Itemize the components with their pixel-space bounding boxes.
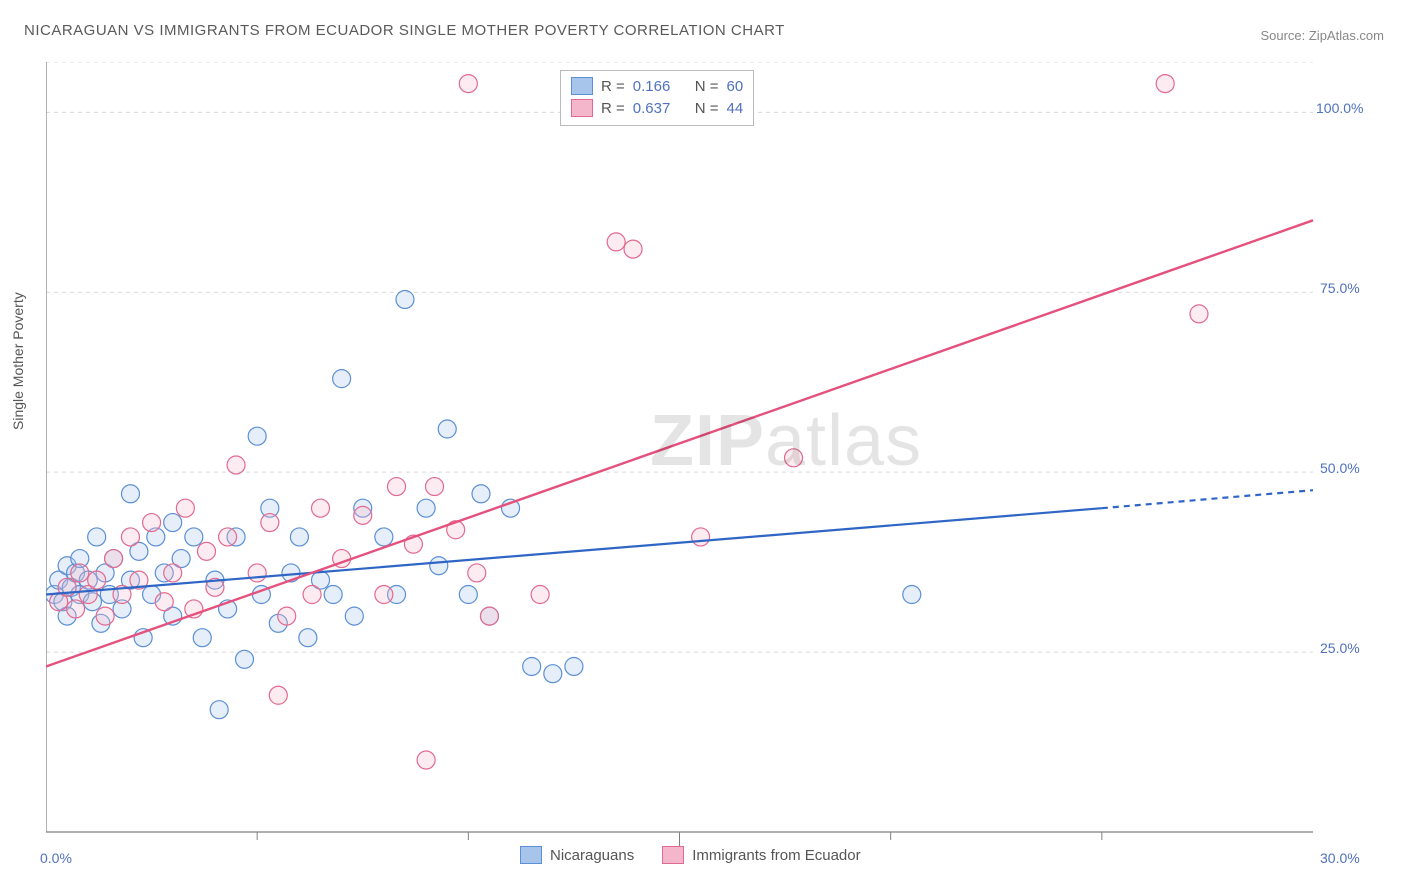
watermark-zip: ZIP [650, 401, 765, 481]
r-value-series2: 0.637 [633, 100, 687, 117]
series-legend: Nicaraguans Immigrants from Ecuador [520, 846, 861, 864]
legend-item-series1: Nicaraguans [520, 846, 634, 864]
y-tick-100: 100.0% [1316, 100, 1363, 116]
r-label: R = [601, 100, 625, 117]
watermark-atlas: atlas [765, 401, 922, 481]
legend-swatch-series1 [571, 77, 593, 95]
n-label: N = [695, 78, 719, 95]
legend-row-series2: R = 0.637 N = 44 [571, 97, 743, 119]
legend-label-series1: Nicaraguans [550, 847, 634, 864]
r-value-series1: 0.166 [633, 78, 687, 95]
y-tick-75: 75.0% [1320, 280, 1360, 296]
y-axis-label: Single Mother Poverty [10, 292, 26, 430]
y-tick-50: 50.0% [1320, 460, 1360, 476]
source-label: Source: [1260, 28, 1308, 43]
n-value-series2: 44 [727, 100, 744, 117]
x-tick-1: 30.0% [1320, 850, 1360, 866]
y-tick-25: 25.0% [1320, 640, 1360, 656]
watermark: ZIPatlas [650, 400, 922, 482]
n-value-series1: 60 [727, 78, 744, 95]
correlation-legend: R = 0.166 N = 60 R = 0.637 N = 44 [560, 70, 754, 126]
legend-swatch-series2 [662, 846, 684, 864]
source-attribution: Source: ZipAtlas.com [1260, 28, 1384, 43]
legend-swatch-series1 [520, 846, 542, 864]
legend-label-series2: Immigrants from Ecuador [692, 847, 860, 864]
x-tick-0: 0.0% [40, 850, 72, 866]
legend-item-series2: Immigrants from Ecuador [662, 846, 860, 864]
r-label: R = [601, 78, 625, 95]
legend-swatch-series2 [571, 99, 593, 117]
chart-title: NICARAGUAN VS IMMIGRANTS FROM ECUADOR SI… [24, 22, 785, 39]
n-label: N = [695, 100, 719, 117]
source-link[interactable]: ZipAtlas.com [1309, 28, 1384, 43]
legend-row-series1: R = 0.166 N = 60 [571, 75, 743, 97]
